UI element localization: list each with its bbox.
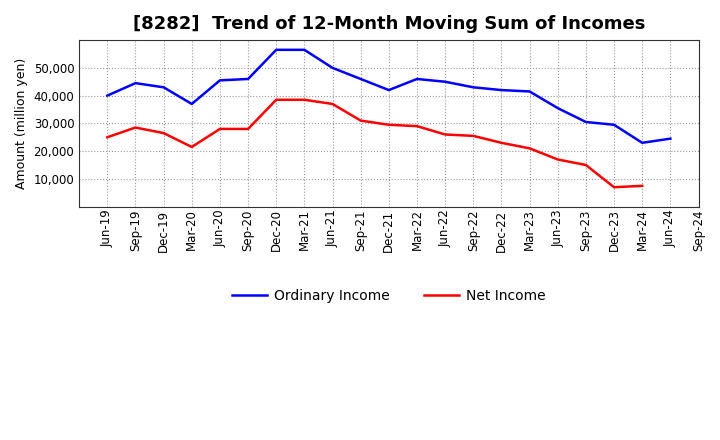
Net Income [497, 140, 505, 146]
Ordinary Income [215, 78, 224, 83]
Net Income [300, 97, 309, 103]
Ordinary Income [244, 76, 253, 81]
Ordinary Income [300, 47, 309, 52]
Net Income [103, 135, 112, 140]
Ordinary Income [384, 88, 393, 93]
Ordinary Income [159, 84, 168, 90]
Ordinary Income [131, 81, 140, 86]
Y-axis label: Amount (million yen): Amount (million yen) [15, 58, 28, 189]
Net Income [469, 133, 477, 139]
Ordinary Income [526, 89, 534, 94]
Legend: Ordinary Income, Net Income: Ordinary Income, Net Income [227, 283, 551, 308]
Line: Ordinary Income: Ordinary Income [107, 50, 670, 143]
Net Income [554, 157, 562, 162]
Ordinary Income [582, 119, 590, 125]
Net Income [244, 126, 253, 132]
Ordinary Income [441, 79, 449, 84]
Net Income [131, 125, 140, 130]
Net Income [638, 183, 647, 188]
Net Income [159, 130, 168, 136]
Net Income [384, 122, 393, 128]
Net Income [526, 146, 534, 151]
Ordinary Income [610, 122, 618, 128]
Ordinary Income [413, 76, 421, 81]
Net Income [187, 144, 196, 150]
Net Income [413, 124, 421, 129]
Net Income [610, 184, 618, 190]
Line: Net Income: Net Income [107, 100, 642, 187]
Net Income [328, 101, 337, 106]
Ordinary Income [469, 84, 477, 90]
Ordinary Income [356, 76, 365, 81]
Ordinary Income [638, 140, 647, 146]
Net Income [215, 126, 224, 132]
Ordinary Income [666, 136, 675, 141]
Net Income [582, 162, 590, 168]
Ordinary Income [554, 106, 562, 111]
Ordinary Income [328, 65, 337, 70]
Net Income [356, 118, 365, 123]
Net Income [272, 97, 281, 103]
Ordinary Income [497, 88, 505, 93]
Ordinary Income [187, 101, 196, 106]
Ordinary Income [103, 93, 112, 98]
Title: [8282]  Trend of 12-Month Moving Sum of Incomes: [8282] Trend of 12-Month Moving Sum of I… [132, 15, 645, 33]
Ordinary Income [272, 47, 281, 52]
Net Income [441, 132, 449, 137]
